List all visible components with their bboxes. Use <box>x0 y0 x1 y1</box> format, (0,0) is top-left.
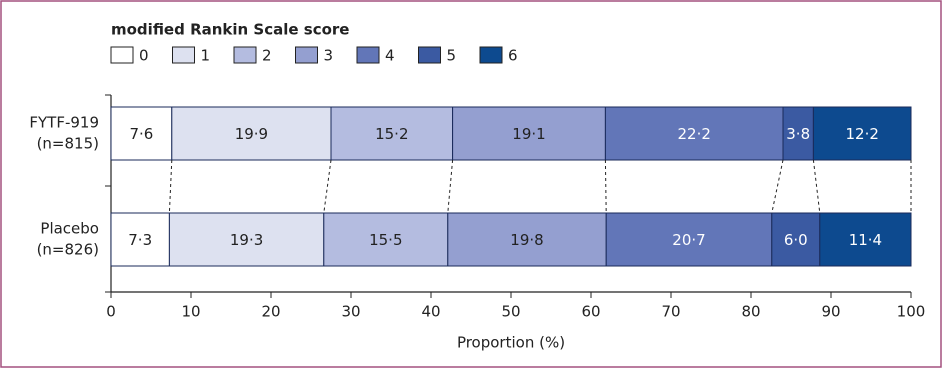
bar-segment <box>819 212 912 267</box>
bar-segment <box>110 106 173 161</box>
legend-label: 0 <box>139 47 149 65</box>
value-label: 20·7 <box>672 231 705 249</box>
bar-segment <box>323 212 449 267</box>
y-tick-label: FYTF-919 <box>29 114 99 132</box>
value-label: 11·4 <box>849 231 882 249</box>
bar-segment <box>604 106 784 161</box>
legend-swatch <box>295 46 318 64</box>
legend-label: 1 <box>201 47 211 65</box>
x-tick-label: 60 <box>581 303 600 321</box>
legend-title: modified Rankin Scale score <box>111 21 349 39</box>
bar-segment <box>812 106 912 161</box>
connector <box>604 159 607 214</box>
value-label: 15·5 <box>369 231 402 249</box>
value-label: 22·2 <box>677 125 710 143</box>
x-tick-label: 40 <box>421 303 440 321</box>
legend-swatch <box>418 46 441 64</box>
bar-segment <box>447 212 607 267</box>
value-label: 15·2 <box>375 125 408 143</box>
x-tick-label: 70 <box>661 303 680 321</box>
legend-swatch <box>356 46 380 64</box>
bar-segment <box>771 212 821 267</box>
bar-segment <box>110 212 170 267</box>
bar-segment <box>330 106 454 161</box>
legend-swatch <box>172 46 195 64</box>
value-label: 7·6 <box>129 125 153 143</box>
x-tick-label: 90 <box>821 303 840 321</box>
bar-segment <box>452 106 606 161</box>
value-label: 3·8 <box>786 125 810 143</box>
connector <box>323 159 332 214</box>
bar-segment <box>605 212 773 267</box>
legend-swatch <box>479 46 503 64</box>
legend-swatch <box>110 46 134 64</box>
connector <box>812 159 821 214</box>
value-label: 6·0 <box>784 231 808 249</box>
legend-label: 6 <box>508 47 518 65</box>
legend-label: 2 <box>262 47 272 65</box>
value-label: 19·3 <box>230 231 263 249</box>
x-axis-label: Proportion (%) <box>457 334 565 352</box>
x-tick-label: 10 <box>181 303 200 321</box>
connector <box>168 159 173 214</box>
connector <box>447 159 454 214</box>
y-tick-label: Placebo <box>40 220 99 238</box>
x-tick-label: 100 <box>897 303 926 321</box>
legend-label: 3 <box>324 47 334 65</box>
value-label: 19·1 <box>512 125 545 143</box>
value-label: 12·2 <box>845 125 878 143</box>
value-label: 7·3 <box>128 231 152 249</box>
legend-label: 5 <box>447 47 457 65</box>
value-label: 19·9 <box>235 125 268 143</box>
x-tick-label: 30 <box>341 303 360 321</box>
legend-swatch <box>233 46 257 64</box>
value-label: 19·8 <box>510 231 543 249</box>
y-tick-label: (n=826) <box>37 241 99 259</box>
bar-segment <box>782 106 814 161</box>
x-tick-label: 0 <box>106 303 116 321</box>
x-tick-label: 50 <box>501 303 520 321</box>
legend-label: 4 <box>385 47 395 65</box>
bar-segment <box>171 106 332 161</box>
y-tick-label: (n=815) <box>37 135 99 153</box>
x-tick-label: 80 <box>741 303 760 321</box>
x-tick-label: 20 <box>261 303 280 321</box>
bar-segment <box>168 212 325 267</box>
